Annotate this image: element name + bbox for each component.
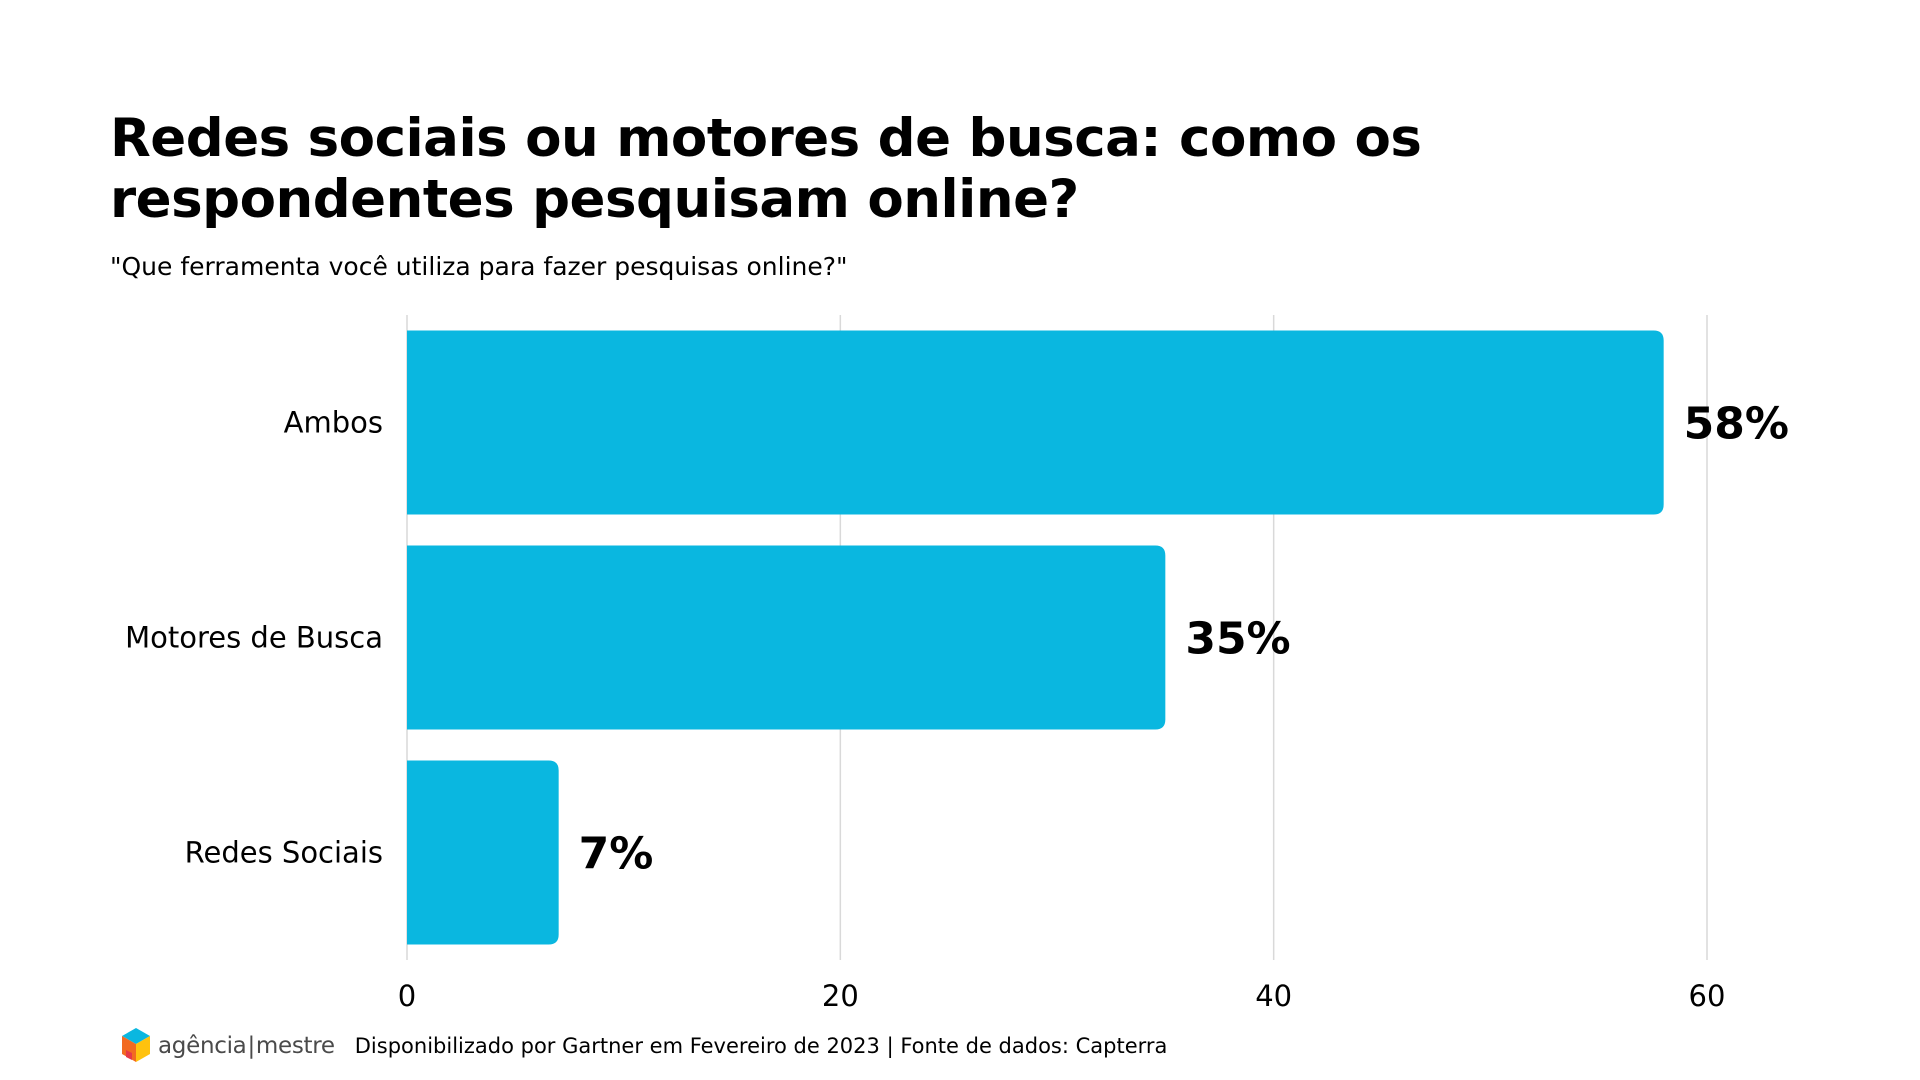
brand-logo-name: agência (158, 1033, 247, 1059)
cube-logo-icon (122, 1028, 150, 1062)
bar-redes-sociais (407, 760, 559, 945)
brand-logo-separator: | (247, 1033, 255, 1059)
category-label-redes-sociais: Redes Sociais (185, 836, 383, 870)
brand-logo-text: agência|mestre (158, 1033, 335, 1059)
x-tick-label-0: 0 (398, 979, 416, 1013)
chart-title: Redes sociais ou motores de busca: como … (110, 108, 1422, 230)
source-note: Disponibilizado por Gartner em Fevereiro… (354, 1034, 1168, 1058)
brand-logo: agência|mestre (118, 1026, 335, 1066)
brand-logo-suffix: mestre (255, 1033, 335, 1059)
chart-subtitle: "Que ferramenta você utiliza para fazer … (110, 252, 848, 281)
bar-motores-de-busca (407, 545, 1166, 730)
x-tick-label-20: 20 (822, 979, 859, 1013)
category-label-motores-de-busca: Motores de Busca (125, 621, 383, 655)
x-tick-label-40: 40 (1255, 979, 1292, 1013)
data-label-motores-de-busca: 35% (1185, 614, 1290, 665)
bar-ambos (407, 330, 1664, 515)
data-label-redes-sociais: 7% (579, 829, 654, 880)
data-label-ambos: 58% (1684, 399, 1789, 450)
x-tick-label-60: 60 (1689, 979, 1726, 1013)
category-label-ambos: Ambos (284, 406, 383, 440)
footer: agência|mestre Disponibilizado por Gartn… (118, 1024, 1167, 1068)
